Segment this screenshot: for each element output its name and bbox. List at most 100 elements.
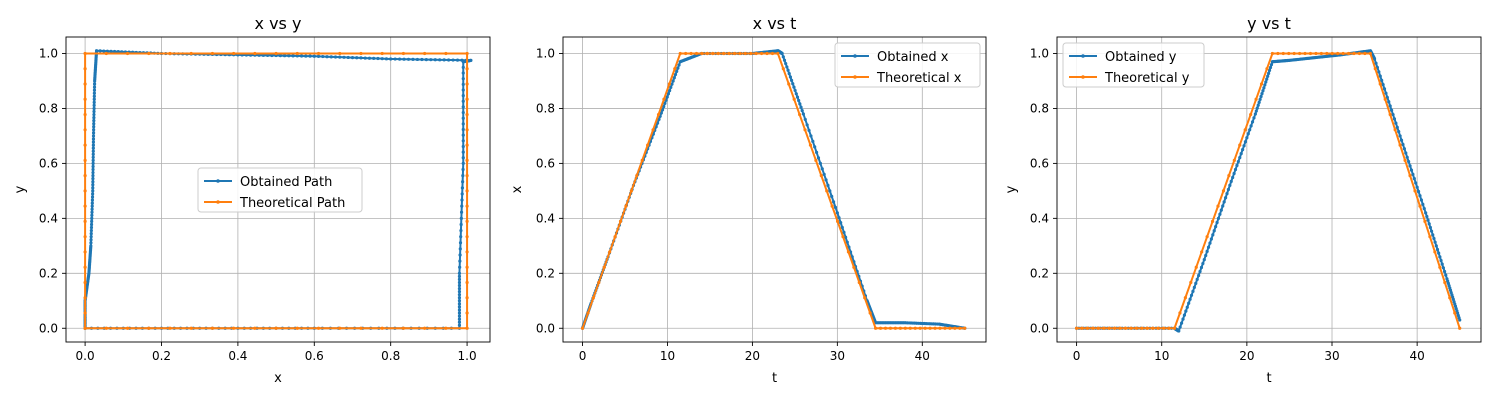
data-point	[776, 51, 780, 56]
data-point	[444, 51, 448, 56]
data-point	[665, 95, 669, 99]
data-point	[963, 326, 967, 330]
data-point	[1394, 121, 1398, 125]
x-tick-label: 40	[915, 349, 930, 363]
data-point	[1368, 51, 1372, 56]
data-point	[1405, 155, 1409, 159]
data-point	[455, 58, 460, 62]
data-point	[1250, 120, 1255, 124]
data-point	[857, 280, 861, 285]
data-point	[457, 280, 462, 285]
data-point	[461, 82, 465, 86]
legend-marker	[853, 75, 857, 79]
legend: Obtained y Theoretical y	[1062, 42, 1205, 88]
data-point	[465, 67, 469, 71]
data-point	[1439, 258, 1443, 263]
data-point	[91, 140, 96, 144]
data-point	[91, 131, 96, 135]
data-point	[457, 308, 462, 312]
data-point	[461, 65, 465, 69]
data-point	[90, 201, 94, 205]
data-point	[1266, 74, 1270, 78]
data-point	[89, 235, 93, 239]
data-point	[903, 326, 907, 330]
data-point	[923, 326, 927, 330]
data-point	[1411, 172, 1415, 176]
data-point	[308, 54, 312, 58]
data-point	[913, 326, 917, 330]
data-point	[868, 311, 872, 315]
data-point	[1373, 67, 1377, 71]
data-point	[83, 67, 87, 71]
data-point	[91, 146, 95, 150]
data-point	[1428, 235, 1432, 239]
data-point	[420, 57, 424, 62]
data-point	[1209, 237, 1213, 241]
y-tick-label: 0.8	[1030, 101, 1049, 115]
data-point	[461, 150, 465, 154]
y-tick-label: 0.8	[39, 101, 58, 115]
data-point	[1374, 61, 1378, 65]
data-point	[1341, 51, 1345, 56]
x-tick-label: 30	[830, 349, 845, 363]
data-point	[727, 51, 731, 56]
data-point	[1399, 138, 1404, 142]
data-point	[818, 161, 822, 165]
data-point	[316, 54, 321, 58]
data-point	[1214, 224, 1218, 229]
data-point	[406, 57, 411, 61]
data-point	[828, 189, 832, 193]
data-point	[1431, 233, 1435, 237]
data-point	[1292, 51, 1296, 56]
data-point	[461, 88, 465, 92]
data-point	[359, 51, 363, 56]
data-point	[1205, 235, 1209, 239]
y-tick-label: 0.4	[39, 211, 58, 225]
data-point	[1183, 296, 1187, 300]
chart-title: y vs t	[1247, 14, 1291, 33]
data-point	[232, 51, 236, 56]
legend-label: Theoretical Path	[239, 196, 345, 211]
data-point	[83, 174, 87, 178]
data-point	[92, 88, 97, 92]
data-point	[893, 326, 898, 330]
data-point	[465, 97, 469, 101]
data-point	[845, 240, 849, 244]
data-point	[83, 311, 87, 315]
data-point	[797, 98, 801, 103]
data-point	[798, 102, 802, 106]
data-point	[787, 82, 791, 86]
data-point	[465, 235, 469, 239]
data-point	[92, 91, 96, 95]
data-point	[458, 265, 462, 269]
data-point	[833, 205, 838, 209]
data-point	[1330, 51, 1334, 56]
data-point	[91, 161, 95, 165]
data-point	[794, 92, 798, 96]
legend-marker	[853, 54, 857, 58]
data-point	[376, 56, 380, 61]
series-line	[1076, 49, 1461, 333]
data-point	[618, 219, 623, 223]
data-point	[1453, 311, 1457, 315]
data-point	[90, 216, 94, 220]
data-point	[89, 244, 93, 248]
data-point	[1258, 97, 1262, 102]
data-point	[814, 150, 819, 155]
data-point	[1249, 112, 1253, 117]
data-point	[147, 326, 151, 330]
data-point	[1256, 103, 1260, 107]
data-point	[1442, 269, 1447, 274]
data-point	[429, 58, 433, 62]
data-point	[928, 326, 932, 330]
data-point	[458, 241, 463, 245]
data-point	[807, 128, 811, 133]
data-point	[820, 167, 824, 171]
data-point	[1387, 100, 1391, 104]
data-point	[1239, 152, 1243, 156]
data-point	[91, 180, 95, 184]
data-point	[83, 204, 87, 208]
data-point	[1443, 280, 1447, 285]
y-tick-label: 0.6	[1030, 156, 1049, 170]
data-point	[586, 311, 590, 315]
